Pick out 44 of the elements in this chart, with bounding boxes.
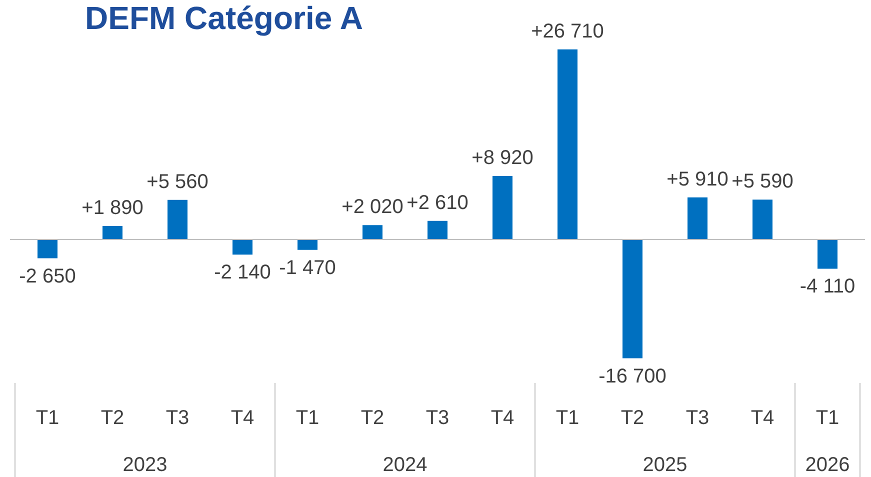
text: 2024 bbox=[382, 454, 428, 476]
x-tick-label: T1 bbox=[36, 407, 60, 429]
data-label: +5 560 bbox=[146, 170, 208, 193]
bar bbox=[232, 239, 252, 255]
bar bbox=[362, 225, 382, 240]
bar bbox=[752, 200, 772, 240]
chart-title: DEFM Catégorie A bbox=[85, 0, 363, 36]
data-label: -1 470 bbox=[279, 256, 336, 279]
data-label: +26 710 bbox=[531, 20, 604, 42]
bar bbox=[688, 197, 708, 240]
x-tick-label: T1 bbox=[816, 407, 840, 429]
text: 2026 bbox=[805, 454, 850, 476]
bar bbox=[622, 239, 642, 358]
data-label: +1 890 bbox=[82, 197, 144, 220]
x-tick-label: T4 bbox=[750, 407, 774, 429]
data-label: +2 020 bbox=[342, 196, 404, 218]
bar bbox=[818, 239, 838, 269]
bar bbox=[492, 176, 512, 240]
x-tick-label: T3 bbox=[166, 407, 190, 429]
data-label: -2 650 bbox=[19, 265, 76, 288]
data-label: +5 910 bbox=[666, 168, 728, 190]
bar bbox=[298, 239, 318, 250]
data-label: +5 590 bbox=[732, 170, 794, 193]
x-tick-label: T2 bbox=[620, 407, 644, 429]
x-tick-label: T1 bbox=[296, 407, 320, 429]
text: 2023 bbox=[122, 454, 168, 476]
x-tick-label: T4 bbox=[490, 407, 514, 429]
x-tick-label: T3 bbox=[426, 407, 450, 429]
bar bbox=[102, 226, 122, 240]
data-label: +8 920 bbox=[472, 146, 534, 169]
bar bbox=[558, 49, 578, 240]
bar bbox=[428, 220, 448, 240]
data-label: +2 610 bbox=[406, 192, 468, 214]
x-tick-label: T2 bbox=[100, 407, 124, 429]
data-label: -4 110 bbox=[800, 276, 856, 298]
bar bbox=[38, 239, 58, 258]
bar bbox=[168, 200, 188, 240]
data-label: -16 700 bbox=[598, 365, 666, 388]
x-tick-label: T1 bbox=[556, 407, 580, 429]
x-tick-label: T4 bbox=[230, 407, 254, 429]
x-tick-label: T2 bbox=[360, 407, 384, 429]
text: 2025 bbox=[642, 454, 688, 476]
x-tick-label: T3 bbox=[686, 407, 710, 429]
data-label: -2 140 bbox=[214, 262, 271, 284]
